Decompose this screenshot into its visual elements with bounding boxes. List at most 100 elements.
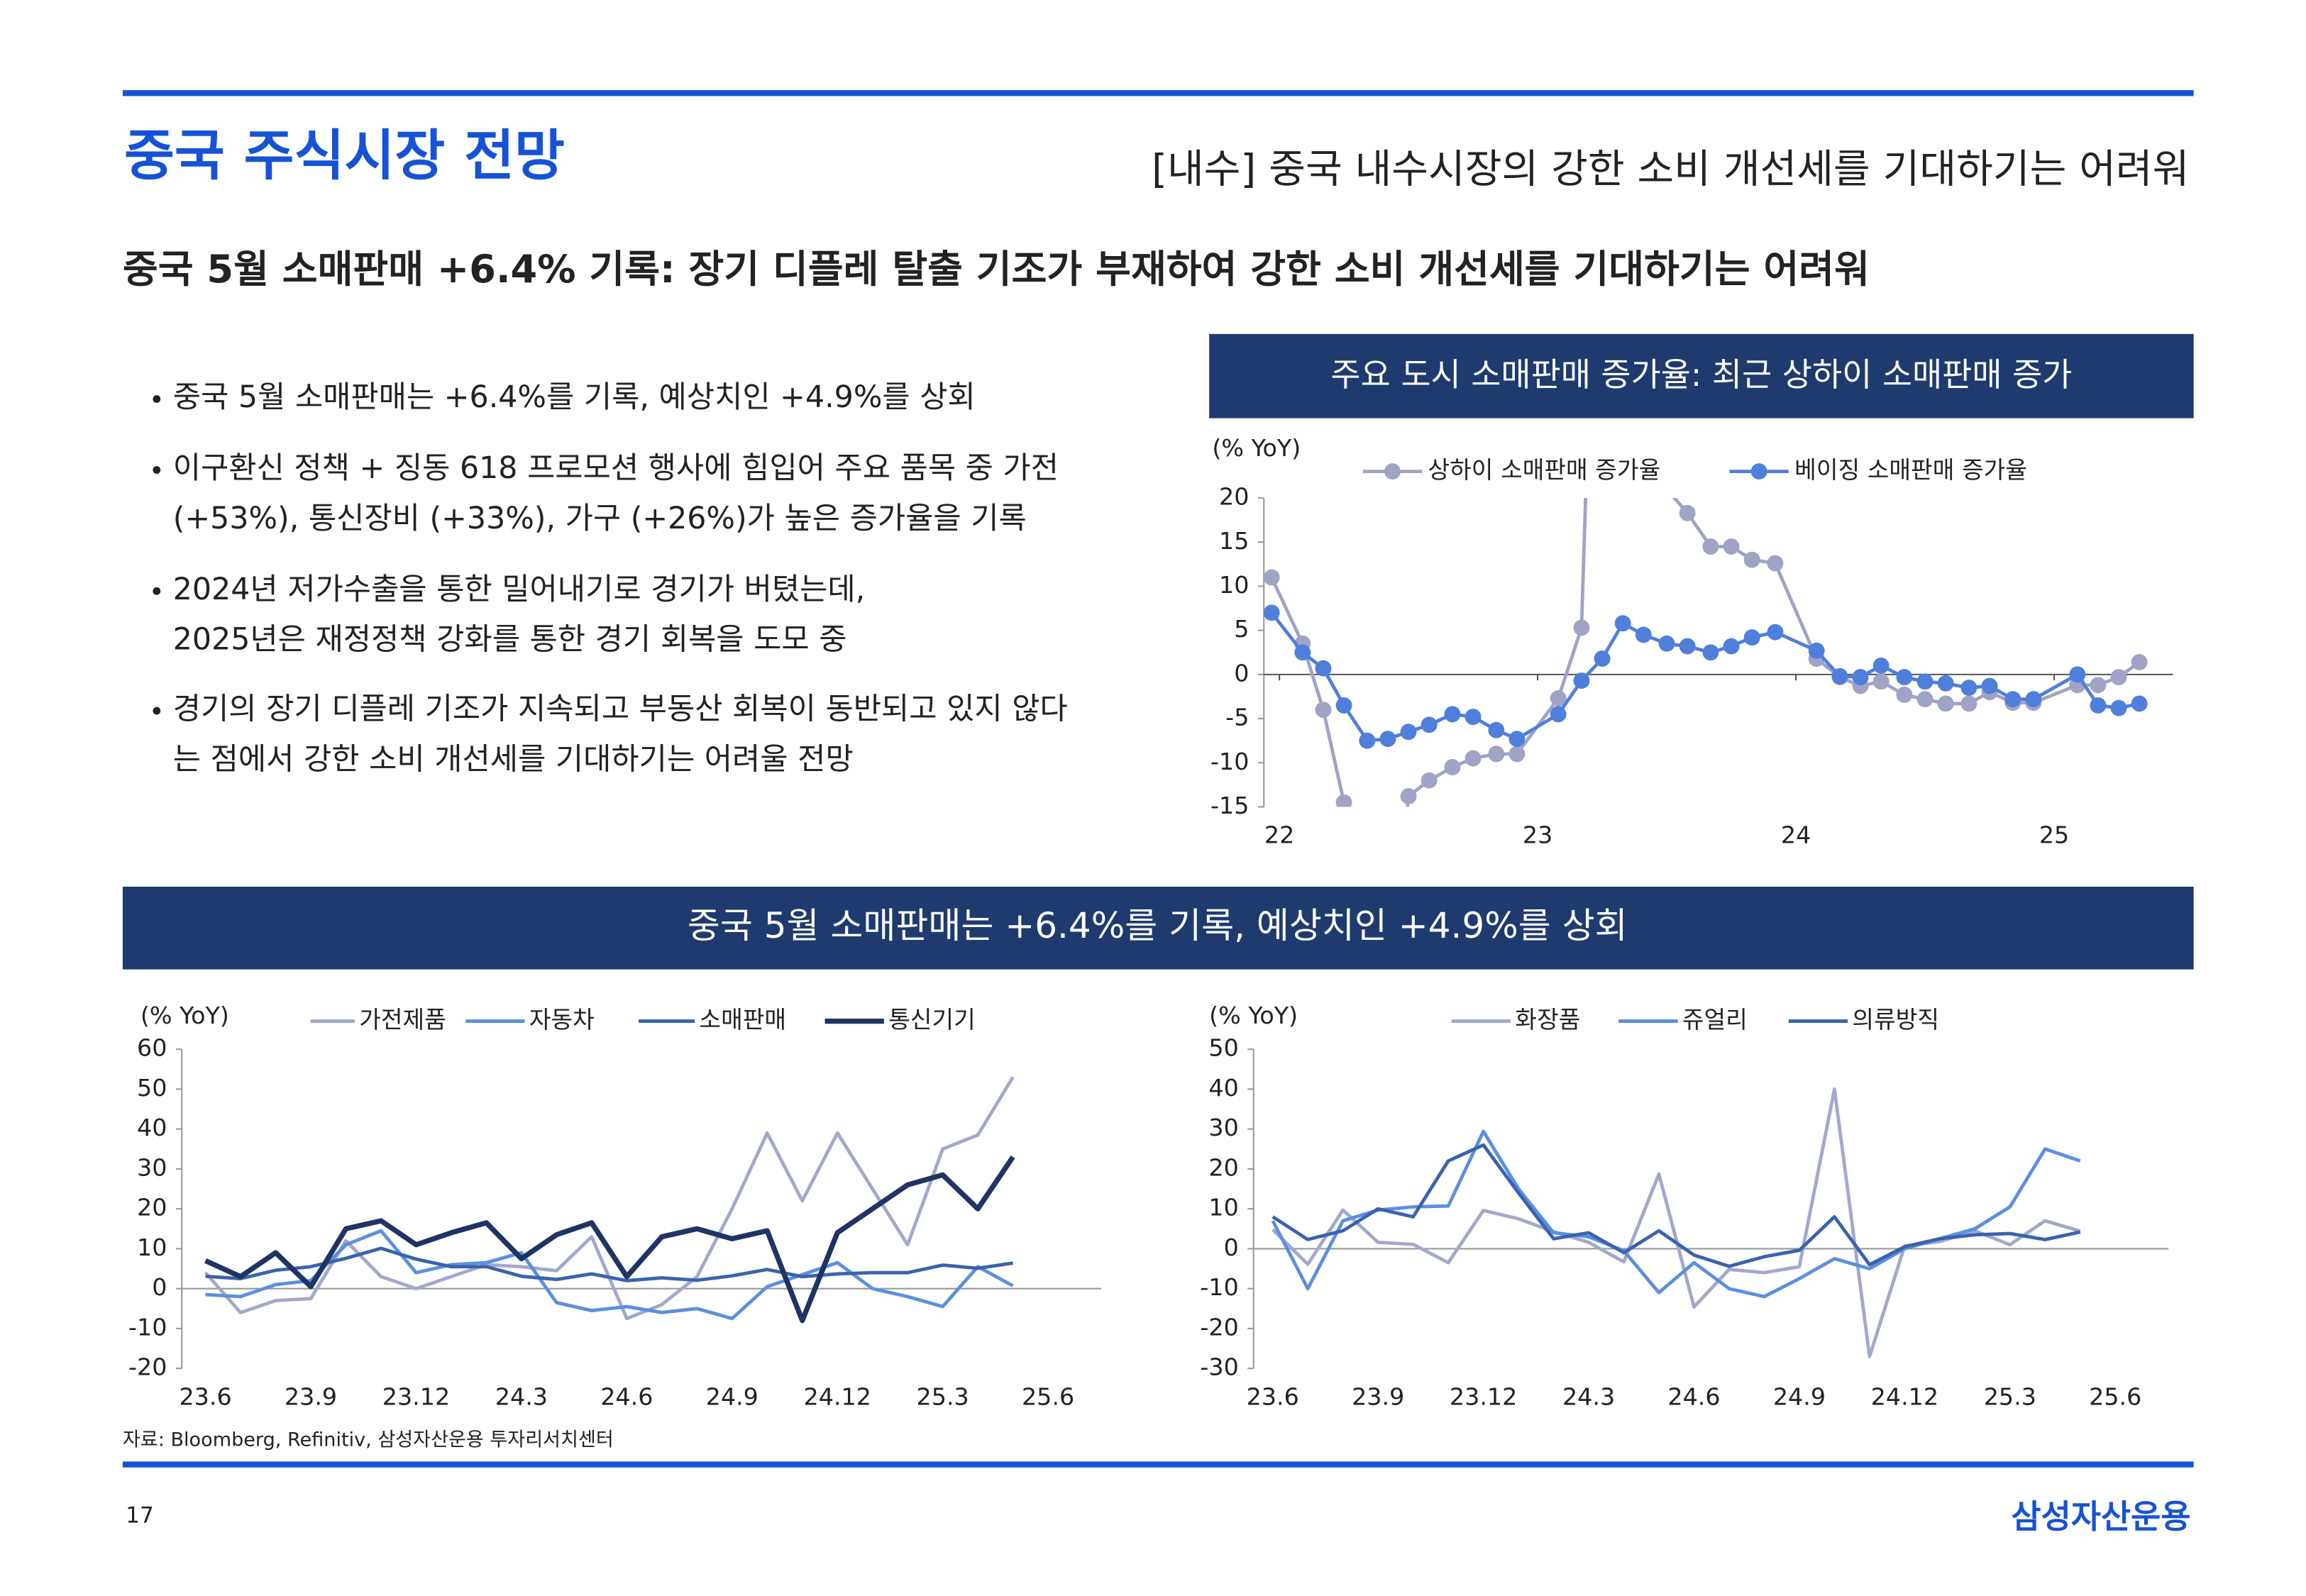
chart-title: 주요 도시 소매판매 증가율: 최근 상하이 소매판매 증가 (1330, 355, 2072, 394)
series-marker (1658, 635, 1675, 652)
bottom-rule (122, 1461, 2194, 1468)
bullet-dot (153, 587, 161, 595)
x-tick-label: 25.6 (2089, 1382, 2141, 1410)
y-tick-label: -10 (1200, 1273, 1238, 1301)
series-marker (1294, 644, 1311, 661)
x-tick-label: 24.9 (706, 1382, 758, 1410)
series-marker (1916, 673, 1933, 690)
series-marker (1335, 697, 1352, 714)
bullet-text: 이구환신 정책 + 징동 618 프로모션 행사에 힘입어 주요 품목 중 가전 (173, 450, 1059, 486)
x-tick-label: 24.12 (1871, 1382, 1938, 1410)
series-marker (1400, 788, 1417, 805)
series-line (205, 1246, 1013, 1282)
bullet-text: 2024년 저가수출을 통한 밀어내기로 경기가 버텼는데, (173, 572, 866, 607)
x-tick-label: 24.3 (1562, 1382, 1615, 1410)
series-marker (1743, 629, 1760, 646)
y-tick-label: -10 (128, 1313, 167, 1341)
series-marker (1264, 569, 1280, 586)
y-tick-label: 50 (137, 1074, 167, 1102)
y-tick-label: -15 (1210, 792, 1249, 819)
series-marker (1444, 706, 1461, 723)
y-tick-label: -5 (1225, 704, 1249, 731)
bullet-list: 중국 5월 소매판매는 +6.4%를 기록, 예상치인 +4.9%를 상회이구환… (153, 379, 1068, 777)
series-marker (1872, 657, 1890, 674)
series-marker (1488, 721, 1505, 738)
page-title: 중국 주식시장 전망 (124, 124, 565, 188)
series-marker (1550, 690, 1567, 706)
headline: 중국 5월 소매판매 +6.4% 기록: 장기 디플레 탈출 기조가 부재하여 … (123, 247, 1870, 292)
legend-label: 통신기기 (888, 1006, 976, 1033)
series-marker (1335, 794, 1352, 807)
x-tick-label: 25.3 (1984, 1382, 2036, 1410)
y-tick-label: 20 (1208, 1153, 1238, 1181)
series-marker (1679, 638, 1696, 655)
y-tick-label: 20 (137, 1194, 167, 1221)
series-marker (1594, 650, 1611, 667)
legend-label: 상하이 소매판매 증가율 (1428, 456, 1661, 484)
x-tick-label: 24.6 (1667, 1382, 1720, 1410)
series-marker (1937, 695, 1954, 712)
y-tick-label: 10 (137, 1234, 167, 1261)
series-marker (1896, 669, 1913, 686)
series-marker (1981, 677, 1998, 694)
x-tick-label: 23.12 (1450, 1382, 1517, 1410)
series-marker (2025, 691, 2042, 708)
y-tick-label: -30 (1200, 1353, 1238, 1381)
bullet-text: 는 점에서 강한 소비 개선세를 기대하기는 어려울 전망 (173, 741, 854, 777)
series-marker (1359, 732, 1376, 749)
y-tick-label: 50 (1208, 1034, 1238, 1062)
y-tick-label: 15 (1219, 527, 1249, 555)
y-tick-label: 0 (152, 1273, 167, 1301)
section-title: 중국 5월 소매판매는 +6.4%를 기록, 예상치인 +4.9%를 상회 (688, 905, 1628, 946)
series-marker (1937, 675, 1954, 692)
series-marker (1573, 619, 1590, 636)
series-marker (1872, 673, 1890, 690)
x-tick-label: 23.6 (179, 1382, 231, 1410)
y-tick-label: -10 (1210, 748, 1249, 775)
series-marker (1315, 702, 1332, 719)
y-tick-label: 60 (137, 1034, 167, 1062)
series-marker (1831, 667, 1848, 685)
y-tick-label: 0 (1224, 1234, 1239, 1261)
series-marker (1767, 555, 1784, 572)
y-tick-label: 40 (1208, 1074, 1238, 1102)
series-marker (1420, 772, 1438, 789)
x-tick-label: 23.9 (285, 1382, 337, 1410)
series-marker (1420, 716, 1438, 733)
series-marker (1464, 709, 1482, 726)
series-line (1271, 1143, 2081, 1268)
series-marker (2131, 654, 2148, 670)
series-marker (1400, 724, 1417, 741)
page-number: 17 (126, 1503, 154, 1529)
series-marker (2090, 697, 2107, 714)
series-marker (1723, 538, 1740, 555)
x-tick-label: 23.12 (382, 1382, 450, 1410)
series-marker (1379, 731, 1396, 748)
series-marker (1702, 644, 1719, 661)
series-marker (1573, 672, 1590, 689)
x-tick-label: 23 (1523, 821, 1552, 849)
legend-label: 가전제품 (359, 1006, 446, 1033)
y-tick-label: 10 (1219, 571, 1249, 599)
y-tick-label: -20 (128, 1353, 167, 1381)
legend-marker (1384, 463, 1401, 480)
series-marker (1808, 642, 1825, 659)
x-tick-label: 24.12 (803, 1382, 871, 1410)
series-marker (1723, 638, 1740, 655)
series-marker (1916, 691, 1933, 708)
x-tick-label: 24.9 (1773, 1382, 1826, 1410)
series-marker (1444, 759, 1461, 775)
y-tick-label: -20 (1200, 1313, 1238, 1341)
y-tick-label: 30 (137, 1153, 167, 1181)
bullet-text: (+53%), 통신장비 (+33%), 가구 (+26%)가 높은 증가율을 … (173, 501, 1027, 536)
series-marker (1508, 731, 1526, 748)
series-marker (1852, 669, 1869, 686)
legend-label: 자동차 (529, 1006, 595, 1033)
series-marker (2090, 677, 2107, 694)
x-tick-label: 23.6 (1247, 1382, 1299, 1410)
y-tick-label: 5 (1234, 615, 1249, 643)
series-marker (1464, 750, 1482, 767)
bullet-dot (153, 706, 161, 715)
